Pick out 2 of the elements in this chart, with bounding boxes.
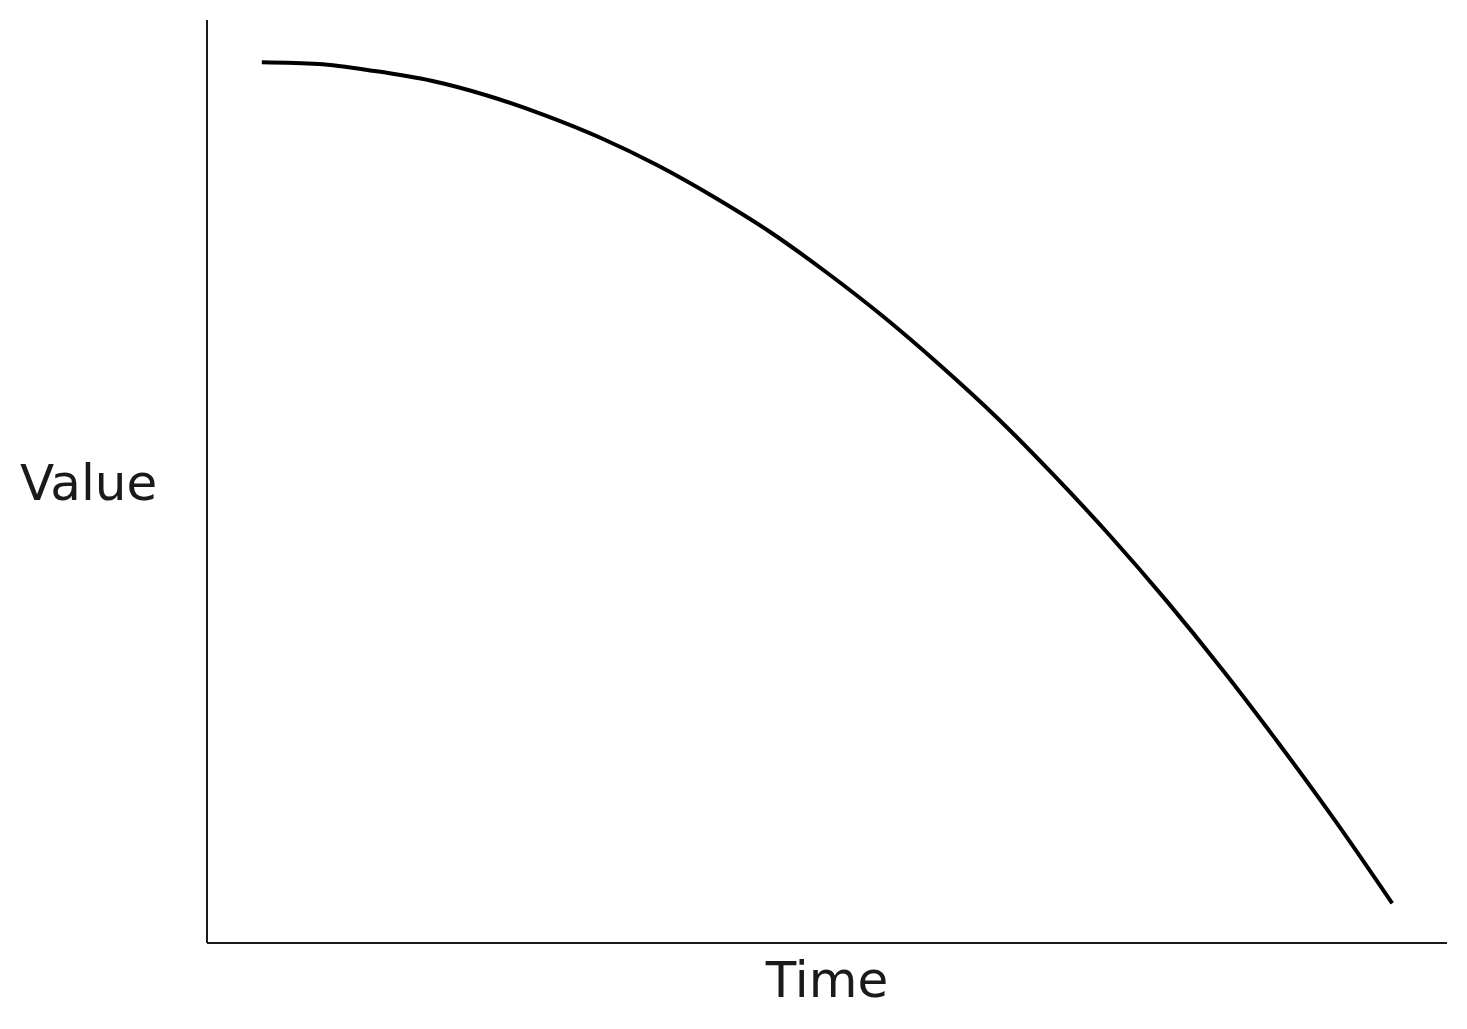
- x-axis-title: Time: [764, 951, 889, 1009]
- y-axis-title: Value: [20, 453, 158, 512]
